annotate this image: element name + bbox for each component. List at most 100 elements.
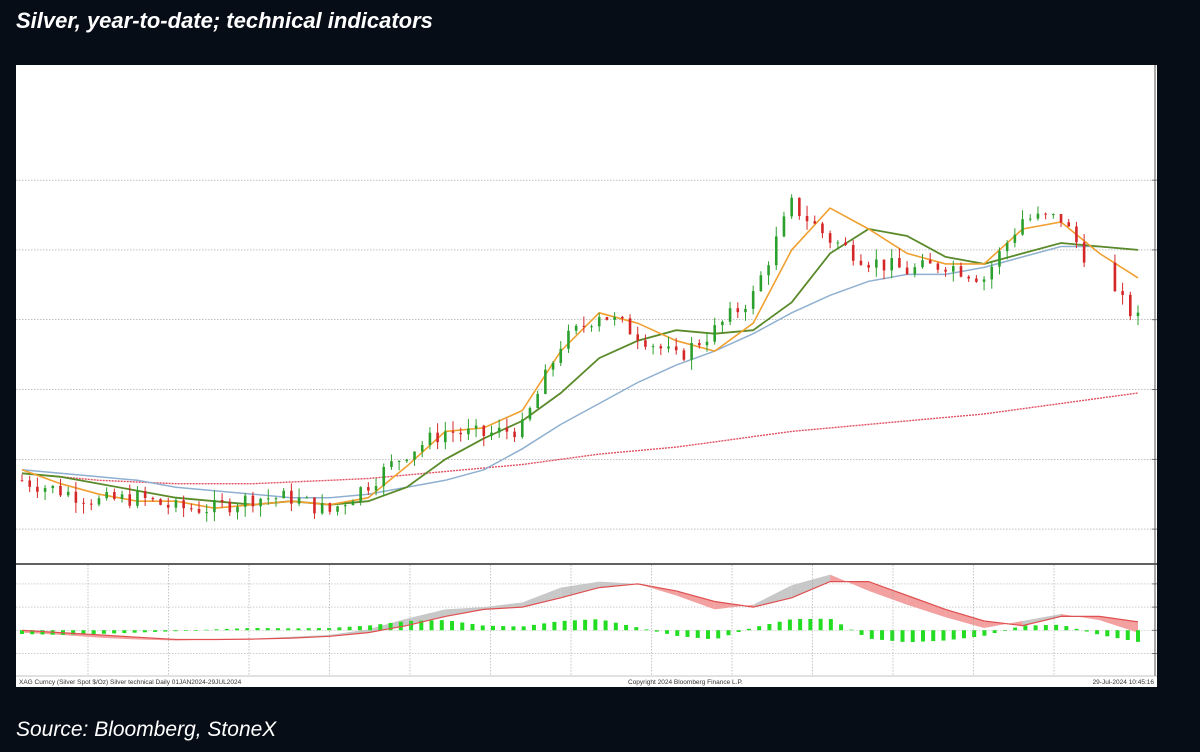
source-note: Source: Bloomberg, StoneX — [16, 718, 277, 741]
macd-histogram-bar — [255, 627, 260, 631]
ma-50d-line — [21, 245, 1139, 499]
candle-body — [474, 425, 478, 429]
macd-histogram-bar — [818, 618, 823, 631]
candle-body — [859, 260, 863, 265]
macd-histogram-bar — [163, 630, 168, 632]
macd-histogram-bar — [275, 628, 280, 631]
macd-histogram-bar — [40, 630, 45, 635]
candle-body — [528, 408, 532, 420]
candle-body — [721, 321, 724, 326]
candle-body — [836, 242, 840, 244]
candle-body — [1036, 213, 1040, 219]
macd-gap-fill — [560, 581, 600, 598]
candle-body — [882, 259, 886, 271]
candle-body — [644, 340, 647, 347]
macd-histogram-bar — [1023, 625, 1028, 631]
macd-gap-fill — [868, 581, 908, 605]
candle-body — [490, 432, 493, 436]
candle-body — [1021, 219, 1024, 235]
candle-body — [290, 490, 293, 504]
macd-histogram-bar — [112, 630, 117, 634]
moving-averages — [21, 207, 1139, 510]
macd-histogram-bar — [480, 625, 485, 631]
candle-body — [682, 350, 686, 360]
macd-histogram-bar — [531, 624, 536, 631]
candle-body — [190, 508, 193, 510]
macd-histogram-bar — [245, 628, 250, 631]
candle-body — [113, 492, 116, 499]
macd-gap-fill — [445, 607, 484, 617]
macd-histogram-bar — [378, 624, 383, 631]
candle-body — [805, 216, 809, 222]
candle-body — [1136, 312, 1140, 317]
macd-gap-fill — [791, 574, 831, 598]
macd-histogram-bar — [347, 626, 352, 631]
candle-body — [759, 275, 763, 292]
macd-histogram-bar — [1136, 630, 1140, 642]
candle-body — [821, 223, 824, 234]
candle-body — [451, 431, 455, 433]
macd-histogram-bar — [675, 630, 680, 636]
candle-body — [559, 348, 563, 363]
macd-histogram-bar — [828, 619, 833, 631]
macd-histogram-bar — [1054, 624, 1059, 631]
candle-body — [613, 316, 616, 320]
macd-histogram-bar — [30, 630, 35, 635]
candle-body — [343, 505, 347, 507]
chart-title: Silver, year-to-date; technical indicato… — [16, 8, 433, 33]
macd-signal-line — [21, 581, 1139, 641]
macd-histogram-bar — [306, 628, 311, 631]
candle-body — [174, 500, 178, 508]
macd-histogram-bar — [91, 630, 96, 635]
candle-body — [282, 490, 285, 499]
candle-body — [143, 490, 147, 498]
macd-histogram-bar — [982, 630, 987, 636]
candle-body — [705, 341, 709, 346]
candle-body — [936, 263, 940, 270]
candle-body — [220, 499, 224, 502]
candle-body — [336, 506, 339, 512]
macd-gap-fill — [368, 618, 407, 633]
main-gridlines — [16, 179, 1155, 530]
macd-histogram-bar — [1084, 630, 1089, 632]
macd-histogram-bar — [572, 620, 577, 631]
candle-body — [951, 266, 955, 272]
macd-histogram-bar — [173, 630, 178, 632]
macd-histogram-bar — [726, 630, 731, 636]
macd-histogram-bar — [1064, 626, 1069, 631]
macd-histogram-bar — [101, 630, 106, 634]
macd-histogram-bar — [450, 621, 455, 631]
chart-footer-right: 29-Jul-2024 10:45:16 — [1093, 679, 1155, 686]
macd-histogram-bar — [900, 630, 905, 642]
candle-body — [128, 494, 132, 506]
candle-body — [551, 362, 555, 370]
macd-histogram-bar — [388, 622, 393, 631]
macd-histogram-bar — [787, 619, 792, 631]
candle-body — [659, 346, 663, 349]
candle-body — [813, 221, 817, 224]
candle-body — [28, 480, 31, 487]
candle-body — [259, 498, 262, 507]
macd-histogram-bar — [122, 630, 127, 634]
candle-body — [944, 269, 947, 272]
macd-histogram-bar — [757, 626, 762, 631]
candle-body — [905, 267, 909, 275]
price-candles — [20, 194, 1140, 522]
candle-body — [351, 501, 355, 506]
candle-body — [367, 487, 370, 491]
macd-histogram-bar — [593, 619, 598, 631]
candle-body — [597, 317, 601, 327]
macd-histogram-bar — [583, 619, 588, 631]
candle-body — [59, 485, 62, 496]
macd-histogram-bar — [665, 630, 670, 634]
macd-histogram-bar — [286, 628, 291, 631]
macd-histogram-bar — [603, 620, 608, 631]
candle-body — [751, 291, 755, 309]
macd-gap-fill — [830, 574, 869, 591]
macd-gap-fill — [329, 629, 369, 637]
macd-histogram-bar — [746, 628, 751, 631]
macd-histogram-bar — [777, 621, 782, 631]
candle-body — [844, 242, 847, 246]
candle-body — [536, 393, 539, 409]
candle-body — [136, 490, 139, 506]
